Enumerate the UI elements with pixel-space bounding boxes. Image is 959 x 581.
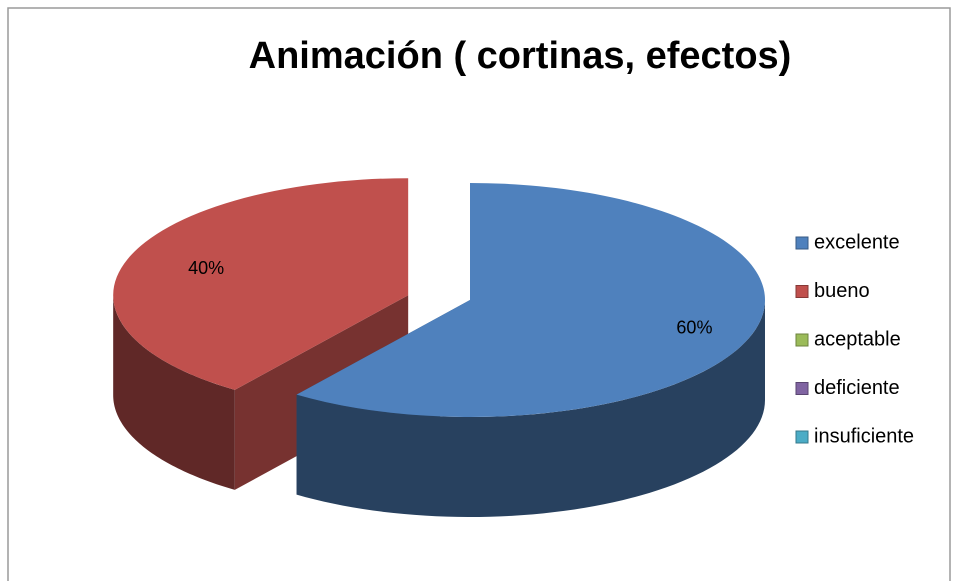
slice-outer-side bbox=[113, 295, 235, 490]
legend-label: bueno bbox=[814, 280, 870, 302]
legend-swatch bbox=[795, 285, 809, 298]
legend-swatch bbox=[795, 382, 809, 395]
legend-swatch bbox=[795, 236, 809, 250]
legend-swatch bbox=[795, 430, 809, 444]
legend-label: excelente bbox=[814, 231, 900, 253]
data-label: 60% bbox=[676, 318, 712, 338]
legend-label: insuficiente bbox=[814, 425, 914, 447]
slice-outer-side bbox=[296, 300, 765, 517]
legend-label: deficiente bbox=[814, 377, 900, 399]
legend-label: aceptable bbox=[814, 328, 901, 350]
data-label: 40% bbox=[188, 258, 224, 278]
slice bbox=[113, 178, 409, 390]
slice bbox=[296, 183, 765, 417]
chart-title: Animación ( cortinas, efectos) bbox=[249, 35, 792, 77]
legend-swatch bbox=[795, 333, 809, 347]
